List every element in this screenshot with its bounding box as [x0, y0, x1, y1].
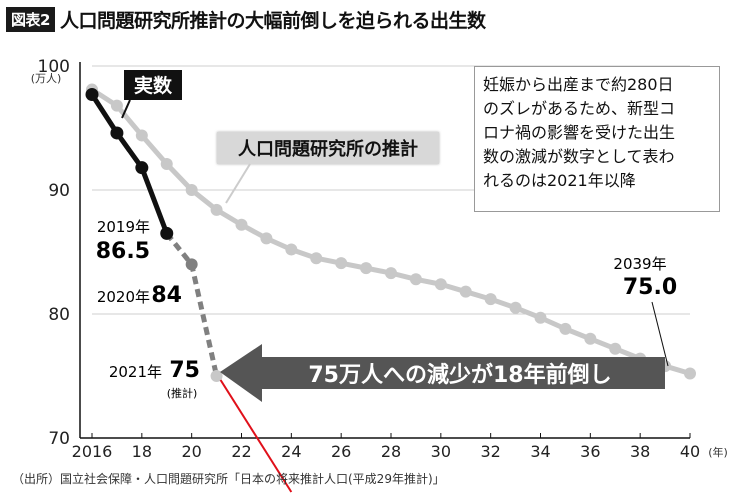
label-2020-year: 2020年: [97, 288, 150, 306]
projection-point: [684, 367, 696, 380]
projection-point: [484, 293, 497, 306]
projection-point: [310, 252, 323, 265]
x-tick-label: 36: [580, 442, 600, 461]
y-tick-label: 80: [48, 305, 70, 325]
y-tick-label: 90: [48, 181, 70, 201]
projection-point: [609, 342, 622, 355]
note-box: 妊娠から出産まで約280日 のズレがあるため、新型コ ロナ禍の影響を受けた出生 …: [474, 66, 720, 212]
x-tick-label: 20: [181, 442, 201, 461]
actual-label: 実数: [134, 74, 173, 97]
projection-point: [459, 285, 472, 298]
projection-point: [235, 218, 248, 231]
arrow-shape: [220, 344, 665, 402]
actual-point: [85, 88, 99, 102]
source-note: （出所）国立社会保障・人口問題研究所「日本の将来推計人口(平成29年推計)」: [12, 472, 445, 486]
x-tick-label: 38: [630, 442, 650, 461]
note-line: 数の激減が数字として表わ: [483, 147, 675, 166]
y-unit-label: (万人): [31, 72, 62, 85]
arrow-text: 75万人への減少が18年前倒し: [308, 362, 611, 388]
x-tick-label: 22: [231, 442, 251, 461]
note-line: 妊娠から出産まで約280日: [483, 75, 674, 94]
projection-point: [260, 232, 273, 245]
projection-point: [285, 243, 298, 256]
label-2019-value: 86.5: [96, 239, 150, 264]
label-2019-year: 2019年: [97, 218, 150, 236]
projection-point: [335, 257, 348, 270]
projection-point: [409, 273, 422, 286]
actual-point: [110, 126, 124, 140]
axes: 70 80 90 100(万人) 2016 18 20 22 24 26 28 30 32 34 36 38 4…: [31, 57, 728, 461]
note-line: れるのは2021年以降: [483, 171, 636, 190]
y-tick-label: 70: [48, 429, 70, 449]
actual-label-pointer: [121, 99, 131, 119]
x-unit-label: (年): [708, 445, 728, 459]
x-tick-label: 34: [530, 442, 550, 461]
projection-point: [160, 157, 173, 170]
projection-point: [509, 301, 522, 314]
x-tick-label: 32: [480, 442, 500, 461]
projection-point: [110, 99, 123, 112]
title-text: 人口問題研究所推計の大幅前倒しを迫られる出生数: [59, 9, 486, 32]
x-tick-label: 30: [431, 442, 451, 461]
projection-point: [135, 129, 148, 142]
x-tick-label: 2016: [72, 442, 113, 461]
projection-point: [434, 278, 447, 291]
label-2021-year: 2021年: [109, 363, 162, 381]
x-tick-label: 40: [680, 442, 700, 461]
note-line: のズレがあるため、新型コ: [483, 99, 676, 118]
label-2021-note: (推計): [167, 386, 198, 400]
label-2039-pointer: [651, 301, 669, 367]
actual-point: [135, 161, 149, 175]
annotation-layer: 75万人への減少が18年前倒し実数人口問題研究所の推計2019年86.52020…: [96, 70, 677, 493]
projection-label-box: [217, 132, 439, 164]
label-2020-value: 84: [151, 283, 182, 308]
highlight-line: [219, 379, 293, 493]
x-tick-label: 28: [381, 442, 401, 461]
projection-point: [385, 267, 397, 280]
actual-label-box: [124, 70, 182, 100]
projection-point: [584, 332, 597, 345]
projection-point: [534, 311, 547, 324]
estimate-point: [185, 258, 198, 271]
projection-point: [210, 203, 223, 216]
actual-point: [160, 226, 174, 240]
series-layer: [85, 83, 696, 382]
label-2021-value: 75: [169, 358, 200, 383]
projection-point: [185, 184, 198, 196]
estimate-point: [210, 370, 223, 382]
label-2039-value: 75.0: [623, 275, 677, 300]
label-2039-year: 2039年: [613, 255, 666, 273]
projection-point: [360, 262, 373, 275]
projection-label-pointer: [225, 163, 251, 204]
figure-badge: 図表2: [6, 6, 55, 32]
chart-title: 図表2 人口問題研究所推計の大幅前倒しを迫られる出生数: [6, 4, 486, 34]
y-tick-label: 100: [38, 57, 70, 77]
projection-point: [559, 322, 572, 335]
actual-line: [89, 93, 170, 235]
x-tick-label: 18: [132, 442, 152, 461]
note-line: ロナ禍の影響を受けた出生: [483, 123, 676, 142]
projection-label: 人口問題研究所の推計: [238, 138, 418, 160]
x-tick-label: 26: [331, 442, 351, 461]
x-tick-label: 24: [281, 442, 301, 461]
